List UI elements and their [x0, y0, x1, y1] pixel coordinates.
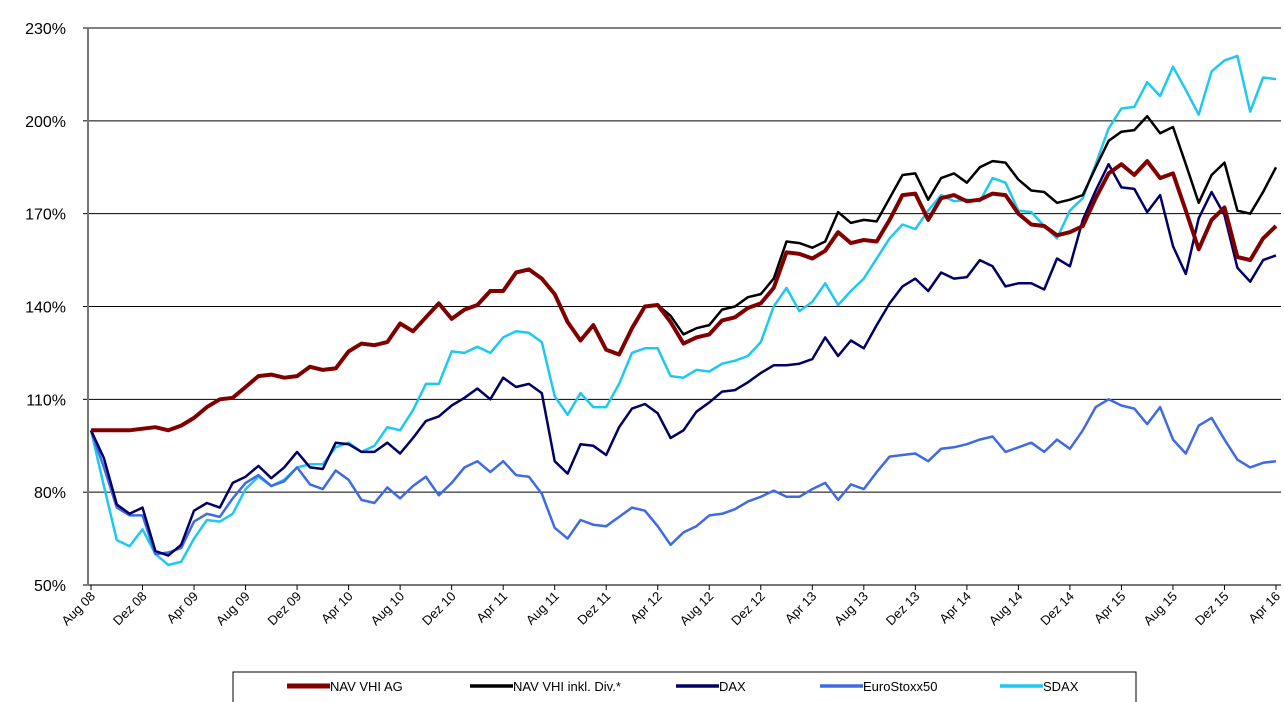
x-tick-label: Dez 08	[110, 589, 150, 629]
x-tick-label: Dez 13	[883, 589, 923, 629]
x-tick-label: Aug 13	[831, 589, 871, 629]
x-tick-label: Apr 16	[1245, 589, 1283, 627]
legend: NAV VHI AG NAV VHI inkl. Div.* DAX EuroStox…	[232, 671, 1137, 702]
legend-label: SDAX	[1043, 679, 1079, 694]
y-tick-label: 200%	[25, 114, 66, 131]
x-tick-label: Aug 15	[1140, 589, 1180, 629]
y-tick-label: 170%	[25, 207, 66, 224]
series-line	[89, 54, 1277, 567]
x-tick-label: Dez 14	[1037, 589, 1077, 629]
x-tick-label: Dez 11	[574, 589, 613, 628]
plot-lines	[89, 54, 1278, 567]
x-tick-label: Aug 09	[213, 589, 253, 629]
series-line	[91, 114, 1278, 432]
x-tick-label: Apr 14	[936, 589, 974, 627]
legend-label: EuroStoxx50	[863, 679, 937, 694]
x-tick-label: Aug 10	[368, 589, 408, 629]
y-tick-label: 50%	[34, 578, 66, 595]
x-tick-label: Apr 11	[473, 589, 510, 626]
y-tick-label: 230%	[25, 21, 66, 38]
x-tick-label: Apr 10	[318, 589, 356, 627]
x-tick-label: Dez 15	[1192, 589, 1232, 629]
axes: 50%80%110%140%170%200%230%Aug 08 Dez 08 Ap…	[25, 21, 1283, 628]
x-tick-label: Apr 15	[1091, 589, 1129, 627]
series-line	[91, 159, 1278, 433]
series-line	[89, 162, 1277, 557]
x-tick-label: Aug 12	[677, 589, 717, 629]
x-tick-label: Dez 09	[264, 589, 304, 629]
y-tick-label: 110%	[26, 392, 66, 409]
series-line	[89, 398, 1277, 556]
x-tick-label: Apr 12	[627, 589, 665, 627]
legend-label: DAX	[719, 679, 746, 694]
grid	[88, 27, 1281, 586]
y-tick-label: 80%	[34, 485, 66, 502]
legend-label: NAV VHI AG	[330, 679, 403, 694]
x-tick-label: Aug 11	[523, 589, 562, 628]
x-tick-label: Apr 09	[163, 589, 201, 627]
x-tick-label: Aug 14	[986, 589, 1026, 629]
x-tick-label: Dez 10	[419, 589, 459, 629]
legend-label: NAV VHI inkl. Div.*	[513, 679, 621, 694]
x-tick-label: Dez 12	[728, 589, 768, 629]
y-tick-label: 140%	[25, 300, 66, 317]
x-tick-label: Apr 13	[782, 589, 820, 627]
